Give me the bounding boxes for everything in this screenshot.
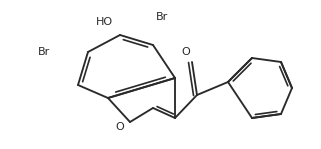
- Text: O: O: [116, 122, 124, 132]
- Text: O: O: [182, 47, 190, 57]
- Text: Br: Br: [38, 47, 50, 57]
- Text: Br: Br: [156, 12, 168, 22]
- Text: HO: HO: [95, 17, 113, 27]
